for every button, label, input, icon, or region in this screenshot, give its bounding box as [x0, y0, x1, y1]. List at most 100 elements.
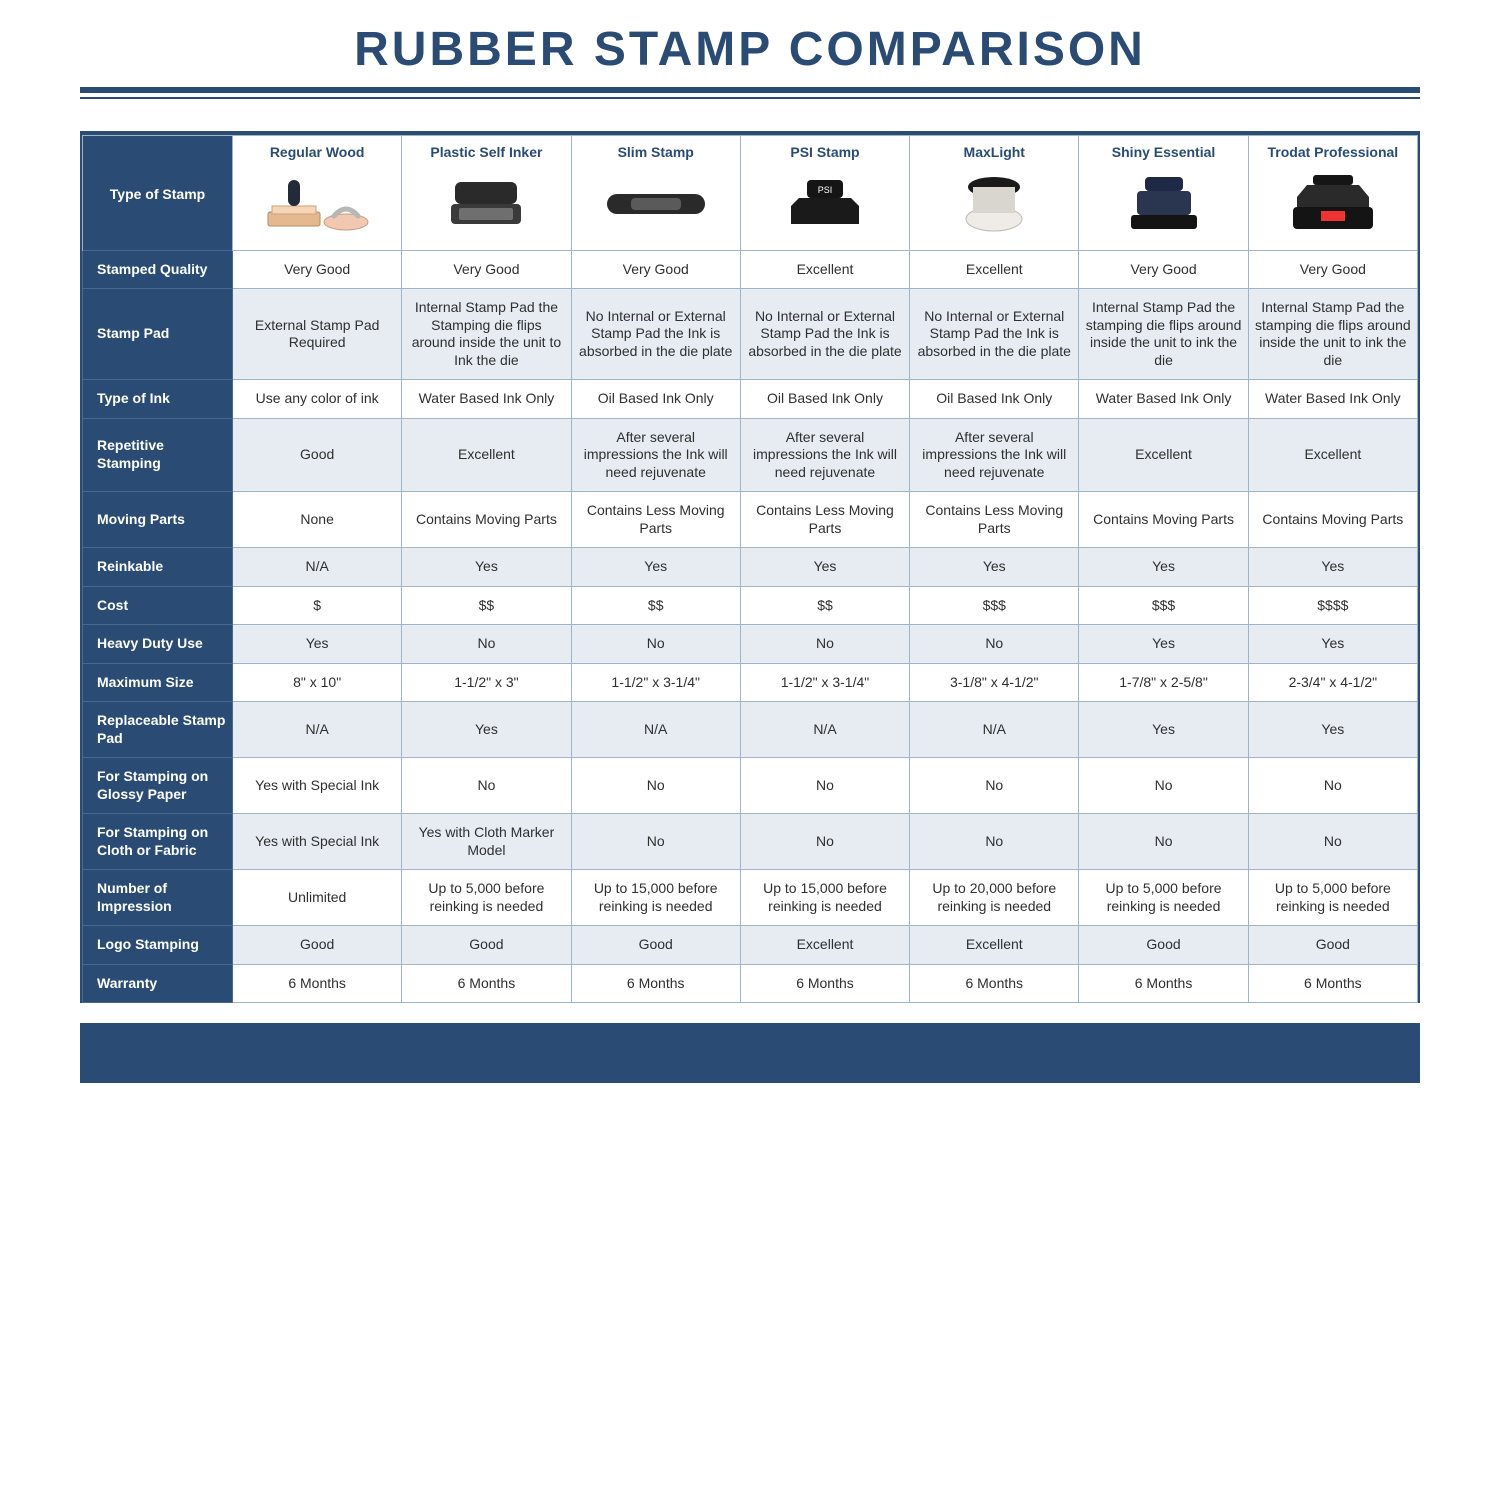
page: RUBBER STAMP COMPARISON Type of Stamp Re… [0, 0, 1500, 1500]
table-cell: 6 Months [910, 964, 1079, 1003]
table-cell: Yes [910, 548, 1079, 587]
title-rule-thick [80, 87, 1420, 93]
col-regular-wood: Regular Wood [233, 136, 402, 166]
table-cell: Very Good [571, 250, 740, 289]
table-cell: Contains Moving Parts [402, 492, 571, 548]
table-cell: Up to 5,000 before reinking is needed [1248, 870, 1417, 926]
table-cell: Yes with Cloth Marker Model [402, 814, 571, 870]
table-cell: Yes [402, 548, 571, 587]
table-cell: 8" x 10" [233, 663, 402, 702]
table-cell: 6 Months [740, 964, 909, 1003]
table-cell: Water Based Ink Only [1079, 380, 1248, 419]
table-cell: 1-1/2" x 3-1/4" [740, 663, 909, 702]
row-label: Moving Parts [83, 492, 233, 548]
table-cell: $$ [740, 586, 909, 625]
row-label: Logo Stamping [83, 926, 233, 965]
table-row: Maximum Size8" x 10"1-1/2" x 3"1-1/2" x … [83, 663, 1418, 702]
table-cell: After several impressions the Ink will n… [740, 418, 909, 492]
table-row: Number of ImpressionUnlimitedUp to 5,000… [83, 870, 1418, 926]
table-cell: Up to 15,000 before reinking is needed [740, 870, 909, 926]
page-title: RUBBER STAMP COMPARISON [0, 22, 1500, 77]
table-cell: Yes [233, 625, 402, 664]
table-cell: Excellent [740, 926, 909, 965]
table-cell: No [740, 758, 909, 814]
table-cell: Good [571, 926, 740, 965]
table-cell: 2-3/4" x 4-1/2" [1248, 663, 1417, 702]
table-cell: Yes [1248, 548, 1417, 587]
table-cell: Good [1079, 926, 1248, 965]
table-cell: $$ [402, 586, 571, 625]
table-cell: No [740, 625, 909, 664]
table-cell: No [910, 625, 1079, 664]
table-cell: N/A [571, 702, 740, 758]
col-slim-stamp: Slim Stamp [571, 136, 740, 166]
table-row: Moving PartsNoneContains Moving PartsCon… [83, 492, 1418, 548]
table-row: Cost$$$$$$$$$$$$$$$$$ [83, 586, 1418, 625]
table-cell: No Internal or External Stamp Pad the In… [910, 289, 1079, 380]
table-cell: Excellent [1079, 418, 1248, 492]
col-trodat-professional: Trodat Professional [1248, 136, 1417, 166]
table-row: Warranty6 Months6 Months6 Months6 Months… [83, 964, 1418, 1003]
table-cell: Very Good [1248, 250, 1417, 289]
table-cell: $$$ [1079, 586, 1248, 625]
table-cell: After several impressions the Ink will n… [571, 418, 740, 492]
table-cell: Use any color of ink [233, 380, 402, 419]
row-label: Replaceable Stamp Pad [83, 702, 233, 758]
table-cell: Excellent [910, 926, 1079, 965]
table-cell: Yes [740, 548, 909, 587]
table-cell: Excellent [402, 418, 571, 492]
row-label: Type of Ink [83, 380, 233, 419]
title-wrap: RUBBER STAMP COMPARISON [0, 0, 1500, 99]
img-plastic-self-inker [402, 166, 571, 251]
table-cell: Yes with Special Ink [233, 814, 402, 870]
table-cell: Very Good [402, 250, 571, 289]
row-label: For Stamping on Glossy Paper [83, 758, 233, 814]
table-cell: Very Good [233, 250, 402, 289]
table-cell: No [571, 814, 740, 870]
trodat-professional-stamp-icon [1253, 174, 1413, 234]
table-cell: Water Based Ink Only [1248, 380, 1417, 419]
table-cell: Yes [402, 702, 571, 758]
table-cell: Internal Stamp Pad the Stamping die flip… [402, 289, 571, 380]
row-label: For Stamping on Cloth or Fabric [83, 814, 233, 870]
table-cell: 1-1/2" x 3-1/4" [571, 663, 740, 702]
table-cell: Internal Stamp Pad the stamping die flip… [1248, 289, 1417, 380]
table-row: Logo StampingGoodGoodGoodExcellentExcell… [83, 926, 1418, 965]
table-cell: No [571, 625, 740, 664]
table-cell: Good [402, 926, 571, 965]
maxlight-stamp-icon [914, 174, 1074, 234]
table-cell: Water Based Ink Only [402, 380, 571, 419]
table-row: Replaceable Stamp PadN/AYesN/AN/AN/AYesY… [83, 702, 1418, 758]
img-slim-stamp [571, 166, 740, 251]
table-cell: Oil Based Ink Only [740, 380, 909, 419]
table-row: For Stamping on Cloth or FabricYes with … [83, 814, 1418, 870]
row-label: Warranty [83, 964, 233, 1003]
col-psi-stamp: PSI Stamp [740, 136, 909, 166]
img-regular-wood [233, 166, 402, 251]
img-psi-stamp: PSI [740, 166, 909, 251]
table-cell: Good [1248, 926, 1417, 965]
table-cell: 6 Months [233, 964, 402, 1003]
table-cell: Good [233, 926, 402, 965]
img-shiny-essential [1079, 166, 1248, 251]
slim-stamp-icon [576, 174, 736, 234]
svg-text:PSI: PSI [818, 185, 833, 195]
footer-bar [80, 1023, 1420, 1083]
row-label: Reinkable [83, 548, 233, 587]
col-shiny-essential: Shiny Essential [1079, 136, 1248, 166]
table-cell: Yes [571, 548, 740, 587]
table-cell: No [910, 758, 1079, 814]
type-of-stamp-label: Type of Stamp [110, 186, 205, 202]
table-row: Stamped QualityVery GoodVery GoodVery Go… [83, 250, 1418, 289]
table-cell: No [1248, 758, 1417, 814]
table-cell: No Internal or External Stamp Pad the In… [740, 289, 909, 380]
row-label: Repetitive Stamping [83, 418, 233, 492]
row-label: Cost [83, 586, 233, 625]
table-cell: Yes [1248, 625, 1417, 664]
table-cell: External Stamp Pad Required [233, 289, 402, 380]
table-row: Type of InkUse any color of inkWater Bas… [83, 380, 1418, 419]
table-cell: No [402, 758, 571, 814]
column-image-row: PSI [83, 166, 1418, 251]
table-row: Stamp PadExternal Stamp Pad RequiredInte… [83, 289, 1418, 380]
table-cell: Contains Less Moving Parts [571, 492, 740, 548]
